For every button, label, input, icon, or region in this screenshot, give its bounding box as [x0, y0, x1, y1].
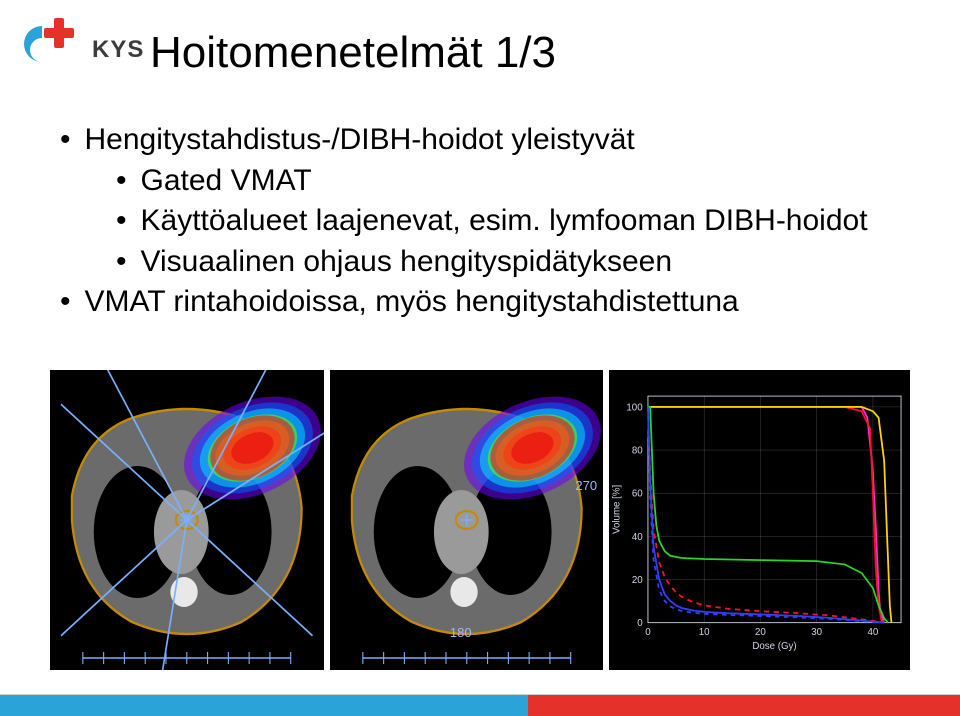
- svg-text:10: 10: [699, 627, 710, 638]
- svg-text:Volume [%]: Volume [%]: [612, 485, 623, 534]
- svg-text:20: 20: [755, 627, 766, 638]
- logo: KYS: [22, 18, 144, 82]
- ct-image-left: [50, 370, 324, 670]
- ct-axis-label: 270: [575, 478, 597, 493]
- bullet-item: Käyttöalueet laajenevat, esim. lymfooman…: [116, 201, 920, 242]
- svg-text:40: 40: [868, 627, 879, 638]
- logo-mark-icon: [22, 18, 86, 82]
- svg-text:0: 0: [645, 627, 651, 638]
- ct-axis-label: 180: [450, 625, 472, 640]
- footer-bar: [0, 694, 960, 716]
- bullet-item: Hengitystahdistus-/DIBH-hoidot yleistyvä…: [60, 120, 920, 161]
- svg-text:40: 40: [632, 532, 643, 543]
- svg-text:Dose (Gy): Dose (Gy): [752, 641, 796, 652]
- bullet-item: Gated VMAT: [116, 161, 920, 202]
- svg-text:30: 30: [811, 627, 822, 638]
- ct-image-right: 270 180: [330, 370, 604, 670]
- bullet-item: Visuaalinen ohjaus hengityspidätykseen: [116, 242, 920, 283]
- svg-text:0: 0: [637, 618, 643, 629]
- bullet-item: VMAT rintahoidoissa, myös hengitystahdis…: [60, 282, 920, 323]
- slide-title: Hoitomenetelmät 1/3: [150, 28, 556, 78]
- logo-text: KYS: [92, 36, 144, 64]
- svg-text:80: 80: [632, 446, 643, 457]
- svg-text:20: 20: [632, 575, 643, 586]
- figure-row: 270 180 0 10 20 30 40 0 20 40 60 80 100 Dose (Gy) Vol…: [50, 370, 910, 670]
- svg-text:100: 100: [627, 402, 644, 413]
- svg-text:60: 60: [632, 489, 643, 500]
- bullet-list: Hengitystahdistus-/DIBH-hoidot yleistyvä…: [60, 120, 920, 323]
- dvh-chart: 0 10 20 30 40 0 20 40 60 80 100 Dose (Gy) Volume [%]: [609, 370, 910, 670]
